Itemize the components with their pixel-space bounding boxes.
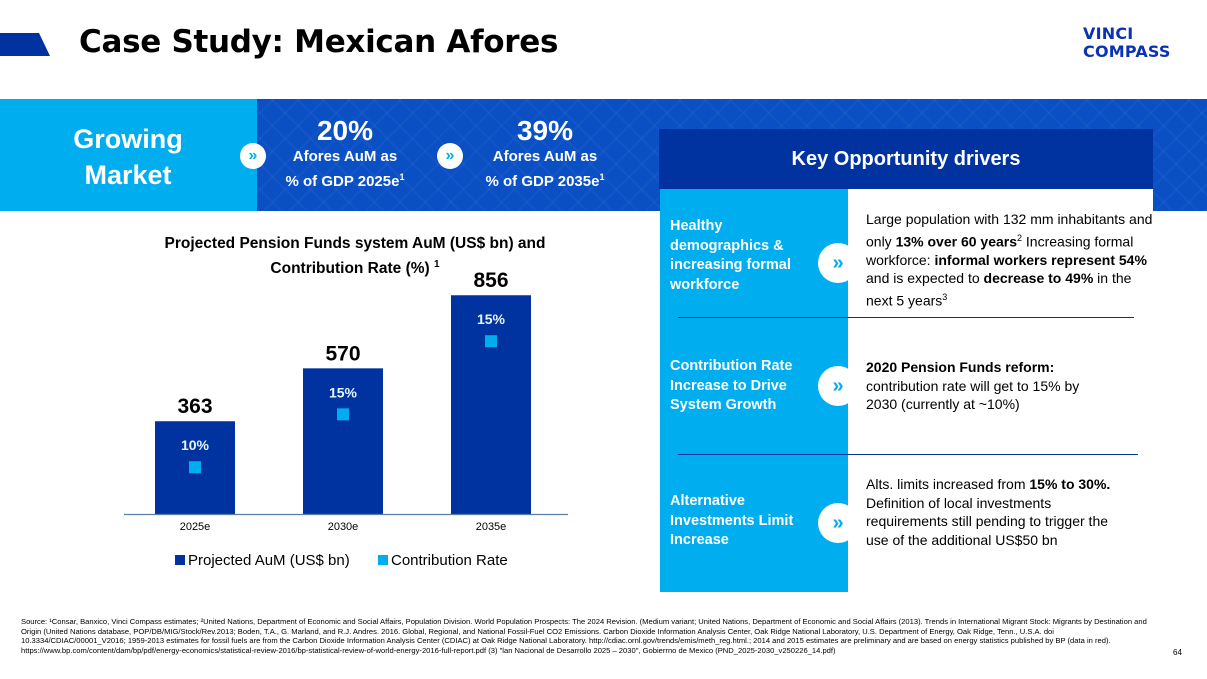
footnote-ref: 1 — [399, 172, 405, 182]
body-text: Large population with 132 mm inhabitants… — [866, 211, 1153, 250]
driver-separator — [678, 454, 1138, 455]
footnote-ref: 3 — [942, 291, 948, 302]
emphasis-text: informal workers represent 54% — [934, 251, 1147, 268]
legend-label-aum: Projected AuM (US$ bn) — [188, 552, 350, 569]
body-text: contribution rate will get to 15% by 203… — [866, 377, 1080, 413]
chevron-right-icon: » — [240, 143, 266, 169]
body-text: in the next 5 years — [866, 270, 1132, 309]
chevron-right-icon: » — [437, 143, 463, 169]
body-text: Increasing formal workforce: — [866, 233, 1134, 268]
aum-bar — [303, 368, 383, 514]
rate-marker — [189, 461, 201, 474]
banner-label-panel: Growing Market — [0, 99, 257, 211]
stat-value: 39% — [516, 115, 574, 146]
emphasis-text: decrease to 49% — [983, 270, 1094, 287]
rate-value-label: 15% — [477, 311, 506, 327]
stat-line-2-text: % of GDP 2025e — [285, 173, 400, 190]
stat-value: 20% — [316, 115, 374, 146]
chart-title-text: Projected Pension Funds system AuM (US$ … — [164, 235, 546, 278]
legend-label-rate: Contribution Rate — [391, 552, 508, 569]
logo-line-2: COMPASS — [1083, 42, 1171, 61]
stat-line-2: % of GDP 2025e1 — [260, 167, 430, 192]
chevron-right-icon: » — [818, 366, 858, 406]
emphasis-text: 2020 Pension Funds reform: — [866, 359, 1055, 375]
driver-text-contribution-rate: 2020 Pension Funds reform: contribution … — [866, 358, 1086, 414]
chart-title: Projected Pension Funds system AuM (US$ … — [120, 233, 590, 279]
stat-2025: 20% Afores AuM as % of GDP 2025e1 — [260, 115, 430, 192]
footnote-ref: 1 — [599, 172, 605, 182]
stat-line-1: Afores AuM as — [292, 148, 398, 165]
logo-line-1: VINCI — [1083, 24, 1134, 43]
rate-marker — [485, 335, 497, 348]
aum-value-label: 856 — [473, 269, 508, 292]
stat-2035: 39% Afores AuM as % of GDP 2035e1 — [460, 115, 630, 192]
x-tick-label: 2035e — [476, 521, 507, 533]
aum-value-label: 363 — [177, 395, 212, 418]
emphasis-text: 15% to 30%. — [1029, 476, 1111, 492]
emphasis-text: 13% over 60 years — [895, 233, 1018, 250]
aum-value-label: 570 — [325, 342, 360, 365]
body-text: Alts. limits increased from — [866, 476, 1030, 492]
driver-label-alternative-investments: Alternative Investments Limit Increase — [670, 493, 794, 548]
driver-label-demographics: Healthy demographics & increasing formal… — [670, 218, 791, 293]
rate-value-label: 10% — [181, 437, 210, 453]
x-tick-label: 2030e — [328, 521, 359, 533]
footnote-ref: 2 — [1017, 232, 1023, 243]
driver-text-alternative-investments: Alts. limits increased from 15% to 30%. … — [866, 475, 1131, 549]
page-title: Case Study: Mexican Afores — [79, 24, 559, 60]
chevron-right-icon: » — [818, 243, 858, 283]
key-drivers-header: Key Opportunity drivers — [659, 129, 1153, 189]
title-accent-bar — [0, 33, 50, 56]
drivers-label-column — [660, 189, 848, 592]
aum-bar-chart: 363 10% 2025e 570 15% 2030e 856 15% 2035e Project… — [124, 269, 568, 569]
body-text: and is expected to — [866, 270, 984, 287]
stat-line-2: % of GDP 2035e1 — [460, 167, 630, 192]
stat-line-1: Afores AuM as — [492, 148, 598, 165]
driver-text-demographics: Large population with 132 mm inhabitants… — [866, 210, 1156, 310]
x-tick-label: 2025e — [180, 521, 211, 533]
legend-swatch-aum — [175, 555, 185, 565]
banner-label: Growing Market — [60, 121, 196, 193]
driver-label-contribution-rate: Contribution Rate Increase to Drive Syst… — [670, 358, 793, 413]
rate-value-label: 15% — [329, 384, 358, 400]
legend-swatch-rate — [378, 555, 388, 565]
aum-bar — [451, 295, 531, 514]
drivers-text-column — [848, 189, 1153, 592]
chevron-right-icon: » — [818, 503, 858, 543]
source-footnote: Source: ¹Consar, Banxico, Vinci Compass … — [21, 617, 1147, 655]
body-text: Definition of local investments requirem… — [866, 494, 1109, 548]
footnote-ref: 1 — [434, 259, 440, 270]
page-number: 64 — [1173, 648, 1182, 657]
stat-line-2-text: % of GDP 2035e — [485, 173, 600, 190]
banner-label-line-1: Growing — [73, 124, 183, 154]
vinci-compass-logo: VINCI COMPASS — [1083, 25, 1171, 61]
banner-label-line-2: Market — [84, 160, 172, 190]
rate-marker — [337, 408, 349, 421]
driver-separator — [678, 317, 1134, 318]
